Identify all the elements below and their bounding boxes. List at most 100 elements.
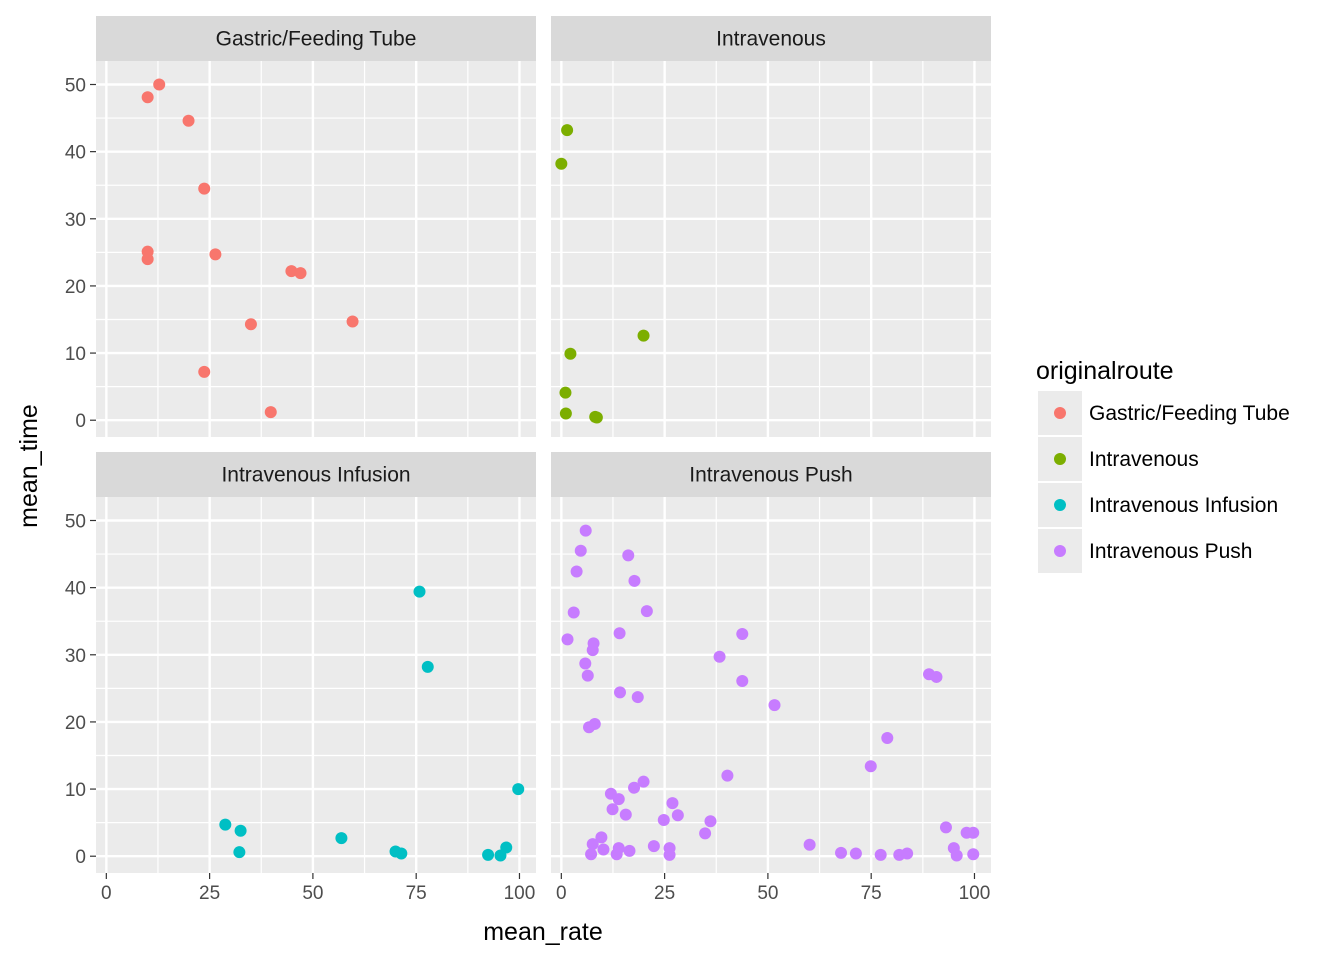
data-point <box>939 821 952 834</box>
data-point <box>512 783 525 796</box>
facet-strip-label: Gastric/Feeding Tube <box>216 28 417 51</box>
data-point <box>835 846 848 859</box>
y-tick-label: 20 <box>65 713 86 734</box>
data-point <box>586 838 599 851</box>
facet-strip-label: Intravenous <box>716 28 826 51</box>
data-point <box>559 407 572 420</box>
data-point <box>768 699 781 712</box>
panel-background <box>96 61 536 437</box>
data-point <box>482 848 495 861</box>
data-point <box>623 844 636 857</box>
data-point <box>967 848 980 861</box>
data-point <box>585 848 598 861</box>
y-tick-label: 40 <box>65 579 86 600</box>
y-tick-label: 30 <box>65 646 86 667</box>
data-point <box>671 809 684 822</box>
data-point <box>606 803 619 816</box>
data-point <box>564 347 577 360</box>
y-axis-title: mean_time <box>15 404 43 528</box>
data-point <box>264 406 277 419</box>
data-point <box>666 797 679 810</box>
data-point <box>234 824 247 837</box>
data-point <box>613 627 626 640</box>
data-point <box>579 524 592 537</box>
facet-strip <box>96 16 536 61</box>
data-point <box>967 826 980 839</box>
facet-strip-label: Intravenous Infusion <box>221 464 410 487</box>
y-tick-label: 10 <box>65 344 86 365</box>
x-tick-label: 25 <box>654 883 675 904</box>
data-point <box>901 847 914 860</box>
x-tick-label: 25 <box>199 883 220 904</box>
y-tick-label: 0 <box>75 847 86 868</box>
data-point <box>597 843 610 856</box>
data-point <box>619 808 632 821</box>
y-tick-label: 10 <box>65 780 86 801</box>
y-tick-label: 0 <box>75 411 86 432</box>
data-point <box>198 365 211 378</box>
data-point <box>285 265 298 278</box>
facet-strip <box>551 452 991 497</box>
panel-background <box>551 61 991 437</box>
data-point <box>153 78 166 91</box>
data-point <box>500 841 513 854</box>
legend-marker <box>1054 407 1066 419</box>
data-point <box>413 585 426 598</box>
y-axes: 0 10 20 30 40 50 0 10 20 30 40 50 <box>65 76 96 868</box>
data-point <box>421 660 434 673</box>
data-point <box>721 769 734 782</box>
data-point <box>628 574 641 587</box>
legend-marker <box>1054 499 1066 511</box>
data-point <box>637 329 650 342</box>
x-tick-label: 75 <box>406 883 427 904</box>
x-tick-label: 75 <box>861 883 882 904</box>
facet-strip <box>551 16 991 61</box>
legend-entry: Intravenous Infusion <box>1038 483 1278 527</box>
facet-panels: Gastric/Feeding Tube Intravenous Intraveno… <box>96 16 991 873</box>
x-tick-label: 0 <box>556 883 567 904</box>
data-point <box>588 717 601 730</box>
data-point <box>567 606 580 619</box>
x-tick-label: 100 <box>504 883 536 904</box>
y-tick-label: 50 <box>65 76 86 97</box>
facet-strip-label: Intravenous Push <box>689 464 852 487</box>
data-point <box>612 793 625 806</box>
legend-label: Intravenous Push <box>1089 540 1252 563</box>
data-point <box>219 818 232 831</box>
data-point <box>864 760 877 773</box>
legend-marker <box>1054 453 1066 465</box>
legend-label: Intravenous Infusion <box>1089 494 1278 517</box>
y-tick-label: 50 <box>65 512 86 533</box>
legend: originalroute Gastric/Feeding Tube Intrav… <box>1036 357 1290 573</box>
facet-strip <box>96 452 536 497</box>
data-point <box>346 315 359 328</box>
x-tick-label: 100 <box>959 883 991 904</box>
data-point <box>849 847 862 860</box>
data-point <box>631 691 644 704</box>
data-point <box>613 686 626 699</box>
data-point <box>628 781 641 794</box>
data-point <box>579 657 592 670</box>
facet-panel: Intravenous Push <box>551 452 991 873</box>
legend-label: Intravenous <box>1089 448 1199 471</box>
data-point <box>395 847 408 860</box>
data-point <box>622 549 635 562</box>
data-point <box>559 386 572 399</box>
data-point <box>581 669 594 682</box>
data-point <box>699 827 712 840</box>
x-tick-label: 50 <box>302 883 323 904</box>
facet-panel: Intravenous <box>551 16 991 437</box>
panel-background <box>551 497 991 873</box>
data-point <box>182 114 195 127</box>
data-point <box>803 838 816 851</box>
data-point <box>736 674 749 687</box>
data-point <box>570 565 583 578</box>
data-point <box>610 848 623 861</box>
data-point <box>141 91 154 104</box>
x-axes: 0 25 50 75 100 0 25 50 75 100 <box>101 873 990 904</box>
facet-panel: Intravenous Infusion <box>96 452 536 873</box>
data-point <box>555 157 568 170</box>
data-point <box>637 775 650 788</box>
legend-entry: Gastric/Feeding Tube <box>1038 391 1290 435</box>
data-point <box>209 248 222 261</box>
